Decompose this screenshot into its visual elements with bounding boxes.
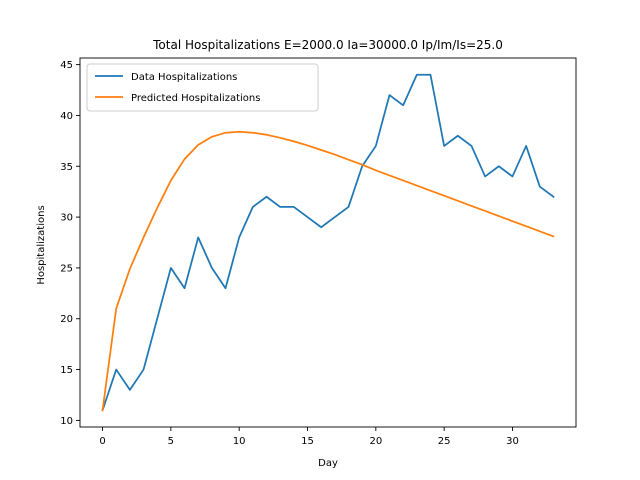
y-tick-label: 30 <box>60 213 73 224</box>
x-tick-label: 25 <box>438 436 451 447</box>
y-tick-label: 15 <box>60 365 73 376</box>
x-tick-label: 0 <box>99 436 105 447</box>
legend-label-predicted: Predicted Hospitalizations <box>131 93 260 104</box>
x-axis-label: Day <box>318 458 338 469</box>
y-axis-label: Hospitalizations <box>36 205 47 284</box>
x-tick-label: 10 <box>233 436 246 447</box>
y-tick-label: 40 <box>60 111 73 122</box>
y-tick-label: 20 <box>60 314 73 325</box>
x-tick-label: 15 <box>301 436 314 447</box>
legend-box <box>86 63 319 112</box>
y-tick-label: 10 <box>60 416 73 427</box>
x-tick-label: 30 <box>506 436 519 447</box>
x-tick-label: 5 <box>168 436 174 447</box>
series-line-data <box>101 73 555 412</box>
plot-area: 0 5 10 15 20 25 30 10 15 20 25 30 35 40 45 <box>60 57 577 447</box>
series-line-predicted <box>101 130 555 412</box>
y-tick-label: 35 <box>60 162 73 173</box>
legend-label-data: Data Hospitalizations <box>131 72 237 83</box>
axes-frame <box>79 57 577 428</box>
y-tick-label: 45 <box>60 60 73 71</box>
y-tick-label: 25 <box>60 263 73 274</box>
legend: Data Hospitalizations Predicted Hospital… <box>86 63 319 112</box>
chart-title: Total Hospitalizations E=2000.0 Ia=30000… <box>152 38 503 52</box>
x-tick-label: 20 <box>369 436 382 447</box>
